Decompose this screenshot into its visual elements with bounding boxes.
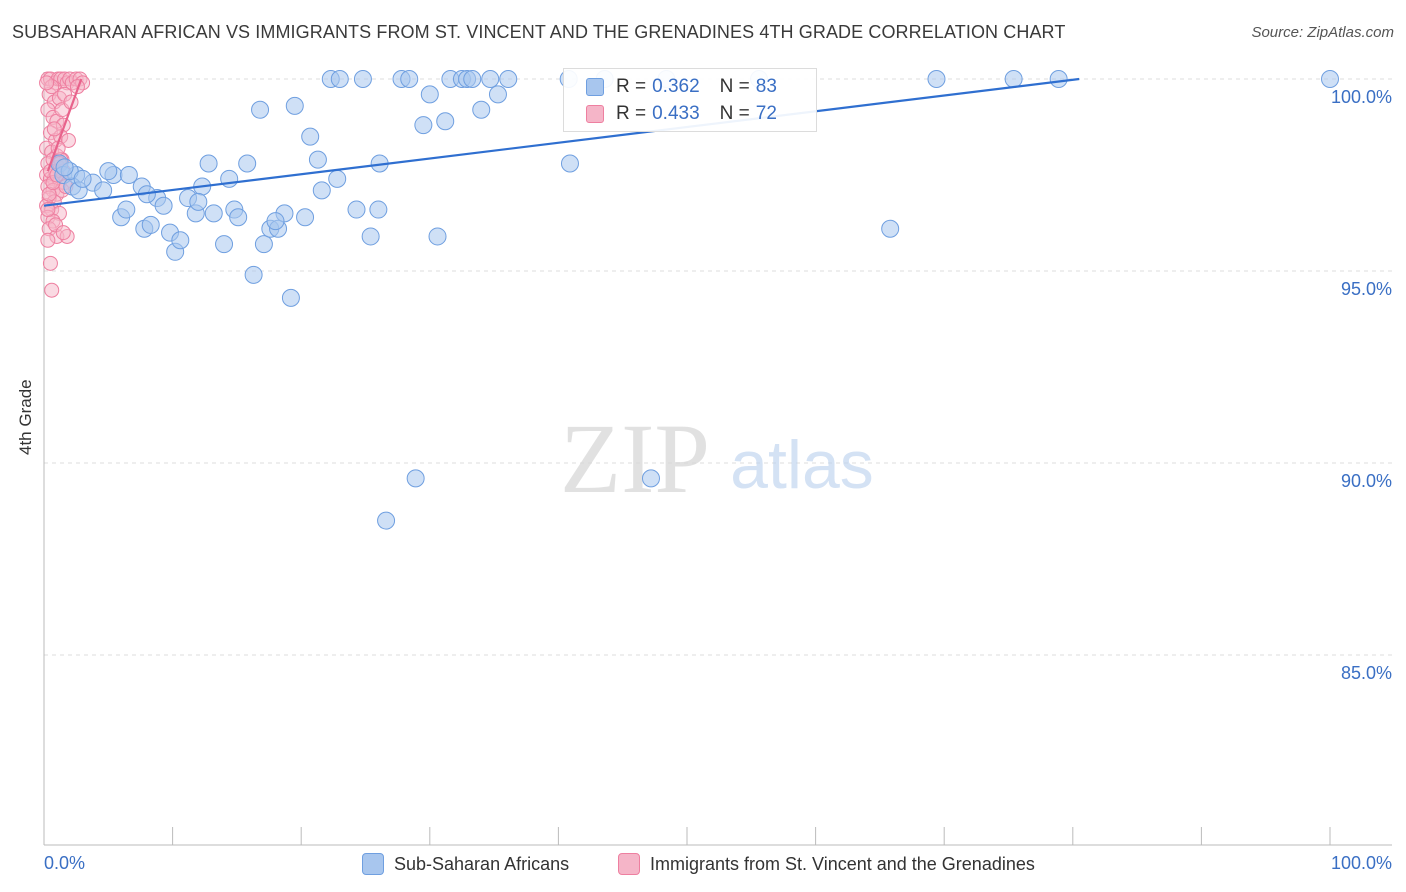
legend-r-label: R = xyxy=(616,103,647,124)
chart-title: SUBSAHARAN AFRICAN VS IMMIGRANTS FROM ST… xyxy=(12,22,1066,42)
scatter-point-subsaharan xyxy=(406,469,425,488)
tick-labels: 100.0% 95.0% 90.0% 85.0% 0.0% 100.0% xyxy=(44,87,1392,873)
scatter-point-subsaharan xyxy=(361,227,380,246)
source-label: Source: ZipAtlas.com xyxy=(1251,24,1394,41)
scatter-point-subsaharan xyxy=(481,70,500,88)
scatter-point-subsaharan xyxy=(436,112,455,131)
legend-r-value: 0.433 xyxy=(652,103,700,124)
scatter-point-subsaharan xyxy=(244,265,263,284)
scatter-point-st-vincent xyxy=(39,75,55,91)
scatter-point-subsaharan xyxy=(238,154,257,173)
scatter-point-subsaharan xyxy=(377,511,396,530)
legend-swatch-pink xyxy=(586,105,604,123)
bottom-legend-swatch-pink xyxy=(618,853,640,875)
scatter-point-subsaharan xyxy=(420,85,439,104)
scatter-point-subsaharan xyxy=(229,208,248,227)
y-tick-label: 95.0% xyxy=(1341,279,1392,299)
scatter-point-subsaharan xyxy=(414,116,433,135)
legend-row-series2: R = 0.433 N = 72 xyxy=(586,102,777,126)
scatter-point-subsaharan xyxy=(308,150,327,169)
x-tick-label-min: 0.0% xyxy=(44,853,85,873)
scatter-point-st-vincent xyxy=(42,255,58,271)
scatter-point-subsaharan xyxy=(94,181,113,200)
y-axis-label: 4th Grade xyxy=(16,379,35,455)
bottom-legend-series2: Immigrants from St. Vincent and the Gren… xyxy=(618,851,1035,877)
scatter-point-st-vincent xyxy=(40,232,56,248)
scatter-point-subsaharan xyxy=(330,70,349,88)
legend-n-value: 72 xyxy=(755,103,777,124)
scatter-point-st-vincent xyxy=(46,121,62,137)
scatter-point-subsaharan xyxy=(353,70,372,88)
scatter-points xyxy=(39,70,1339,530)
scatter-point-subsaharan xyxy=(171,231,190,250)
scatter-point-subsaharan xyxy=(266,212,285,231)
scatter-point-subsaharan xyxy=(204,204,223,223)
scatter-point-subsaharan xyxy=(560,154,579,173)
scatter-point-subsaharan xyxy=(1004,70,1023,88)
trend-line-st-vincent xyxy=(46,78,83,172)
scatter-point-subsaharan xyxy=(881,219,900,238)
scatter-point-st-vincent xyxy=(60,132,76,148)
scatter-point-subsaharan xyxy=(154,196,173,215)
scatter-point-st-vincent xyxy=(55,225,71,241)
legend-r-value: 0.362 xyxy=(652,76,700,97)
legend-r-label: R = xyxy=(616,76,647,97)
watermark-zip: ZIP xyxy=(560,403,710,514)
bottom-legend-swatch-blue xyxy=(362,853,384,875)
legend-n-label: N = xyxy=(719,76,750,97)
scatter-point-subsaharan xyxy=(472,100,491,119)
legend-swatch-blue xyxy=(586,78,604,96)
scatter-point-subsaharan xyxy=(1321,70,1339,88)
scatter-point-subsaharan xyxy=(99,162,118,181)
scatter-point-subsaharan xyxy=(312,181,331,200)
scatter-point-subsaharan xyxy=(369,200,388,219)
y-tick-label: 100.0% xyxy=(1331,87,1392,107)
trend-lines xyxy=(43,77,1080,207)
legend-n-label: N = xyxy=(719,103,750,124)
x-tick-label-max: 100.0% xyxy=(1331,853,1392,873)
bottom-legend-series1: Sub-Saharan Africans xyxy=(362,851,569,877)
scatter-point-subsaharan xyxy=(328,169,347,188)
scatter-point-subsaharan xyxy=(199,154,218,173)
scatter-point-subsaharan xyxy=(347,200,366,219)
axes xyxy=(43,72,1392,846)
scatter-point-subsaharan xyxy=(296,208,315,227)
bottom-legend-label-series2: Immigrants from St. Vincent and the Gren… xyxy=(650,853,1035,874)
scatter-point-subsaharan xyxy=(428,227,447,246)
bottom-legend-label-series1: Sub-Saharan Africans xyxy=(394,853,570,874)
scatter-point-subsaharan xyxy=(73,169,92,188)
legend-row-series1: R = 0.362 N = 83 xyxy=(586,75,777,99)
legend-n-value: 83 xyxy=(755,76,777,97)
scatter-point-subsaharan xyxy=(251,100,270,119)
scatter-point-subsaharan xyxy=(488,85,507,104)
scatter-point-subsaharan xyxy=(254,235,273,254)
scatter-point-subsaharan xyxy=(215,235,234,254)
correlation-legend: R = 0.362 N = 83 R = 0.433 N = 72 xyxy=(563,68,817,132)
scatter-point-subsaharan xyxy=(141,215,160,234)
y-tick-label: 90.0% xyxy=(1341,471,1392,491)
scatter-point-subsaharan xyxy=(400,70,419,88)
scatter-point-subsaharan xyxy=(55,158,74,177)
y-tick-label: 85.0% xyxy=(1341,663,1392,683)
watermark-atlas: atlas xyxy=(730,427,874,503)
scatter-point-subsaharan xyxy=(641,469,660,488)
scatter-point-subsaharan xyxy=(927,70,946,88)
scatter-point-st-vincent xyxy=(44,282,60,298)
watermark: ZIP atlas xyxy=(560,403,874,514)
scatter-point-subsaharan xyxy=(463,70,482,88)
scatter-point-subsaharan xyxy=(301,127,320,146)
scatter-point-subsaharan xyxy=(281,288,300,307)
scatter-point-subsaharan xyxy=(119,166,138,184)
scatter-point-subsaharan xyxy=(1049,70,1068,88)
scatter-point-subsaharan xyxy=(285,96,304,115)
scatter-point-subsaharan xyxy=(189,192,208,211)
trend-line-subsaharan xyxy=(43,77,1080,207)
scatter-point-subsaharan xyxy=(117,200,136,219)
scatter-point-subsaharan xyxy=(499,70,518,88)
